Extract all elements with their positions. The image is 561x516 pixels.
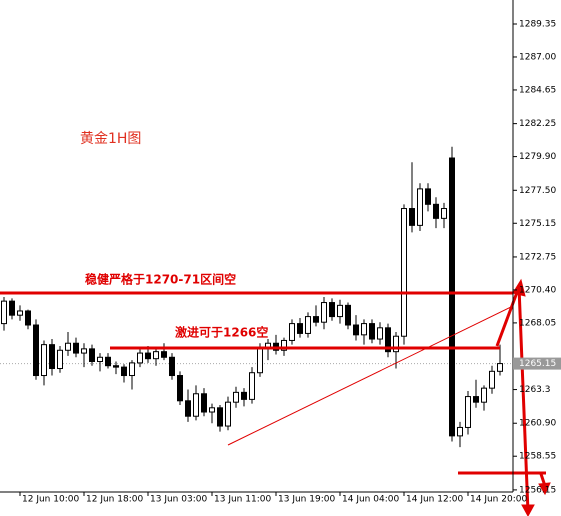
y-tick-label: 1289.35 xyxy=(519,19,556,29)
candle-body xyxy=(129,362,135,377)
y-tick-label: 1256.15 xyxy=(519,485,556,495)
candle-body xyxy=(385,327,391,353)
annotation: 稳健严格于1270-71区间空 xyxy=(85,272,236,287)
candle-body xyxy=(97,356,103,362)
candle-body xyxy=(201,393,207,413)
trend-line xyxy=(227,305,514,446)
candle-body xyxy=(41,344,47,377)
candle-body xyxy=(81,348,87,354)
y-tick-label: 1270.40 xyxy=(519,285,556,295)
candle-body xyxy=(33,324,39,377)
candle-body xyxy=(73,342,79,354)
candle-body xyxy=(377,327,383,340)
y-tick-label: 1279.90 xyxy=(519,152,556,162)
candle-body xyxy=(425,188,431,205)
candle-body xyxy=(345,304,351,326)
candle-body xyxy=(121,366,127,377)
candle-body xyxy=(25,310,31,326)
candle-body xyxy=(361,323,367,336)
candle-body xyxy=(169,356,175,377)
candle-body xyxy=(313,316,319,323)
x-tick-label: 14 Jun 12:00 xyxy=(406,495,463,505)
candle-body xyxy=(137,352,143,364)
x-tick-label: 13 Jun 19:00 xyxy=(278,495,335,505)
candle-body xyxy=(105,356,111,367)
candle-body xyxy=(441,208,447,219)
candle-body xyxy=(57,349,63,370)
x-tick-label: 13 Jun 03:00 xyxy=(150,495,207,505)
candle-body xyxy=(257,348,263,374)
x-tick-label: 12 Jun 10:00 xyxy=(22,495,79,505)
candle-body xyxy=(457,426,463,437)
y-tick-label: 1258.55 xyxy=(519,452,556,462)
plot xyxy=(0,146,513,448)
candle-body xyxy=(249,372,255,400)
y-tick-label: 1268.05 xyxy=(519,318,556,328)
arrow-head xyxy=(538,482,551,496)
candle-body xyxy=(297,323,303,334)
candle-body xyxy=(321,302,327,323)
y-tick-label: 1277.50 xyxy=(519,186,556,196)
y-tick-label: 1287.00 xyxy=(519,52,556,62)
candle-body xyxy=(233,391,239,403)
candle-body xyxy=(465,396,471,428)
candle-body xyxy=(473,396,479,403)
candle-body xyxy=(481,387,487,403)
annotation: 激进可于1266空 xyxy=(175,325,268,340)
y-tick-label: 1260.90 xyxy=(519,419,556,429)
candle-body xyxy=(449,157,455,437)
candle-body xyxy=(409,208,415,226)
candle-body xyxy=(65,342,71,351)
candle-body xyxy=(49,344,55,370)
candle-body xyxy=(489,370,495,389)
candle-body xyxy=(401,208,407,337)
y-tick-label: 1263.3 xyxy=(519,385,551,395)
x-tick-label: 14 Jun 20:00 xyxy=(470,495,527,505)
candle-body xyxy=(417,188,423,226)
candle-body xyxy=(209,407,215,413)
chart-title: 黄金1H图 xyxy=(80,130,141,147)
candle-body xyxy=(337,304,343,318)
y-tick-label: 1282.25 xyxy=(519,119,556,129)
candle-body xyxy=(225,401,231,427)
y-tick-label: 1284.65 xyxy=(519,85,556,95)
candle-body xyxy=(161,351,167,358)
candle-body xyxy=(89,348,95,362)
candle-body xyxy=(193,393,199,417)
candle-body xyxy=(497,363,503,372)
x-tick-label: 12 Jun 18:00 xyxy=(86,495,143,505)
candle-body xyxy=(185,400,191,417)
candle-body xyxy=(433,203,439,219)
candle-body xyxy=(177,375,183,402)
annotation-shapes xyxy=(0,278,551,516)
candle-body xyxy=(17,310,23,316)
candle-body xyxy=(113,365,119,368)
price-label: 1265.15 xyxy=(519,359,556,369)
x-tick-label: 13 Jun 11:00 xyxy=(214,495,271,505)
x-tick-label: 14 Jun 04:00 xyxy=(342,495,399,505)
candle-body xyxy=(9,300,15,316)
candle-body xyxy=(369,323,375,340)
candle-body xyxy=(241,391,247,400)
candle-body xyxy=(217,407,223,427)
y-tick-label: 1272.75 xyxy=(519,252,556,262)
candle-body xyxy=(329,302,335,318)
candle-body xyxy=(1,300,7,325)
arrow-head xyxy=(512,278,526,297)
candle-body xyxy=(289,323,295,341)
price-label-bg xyxy=(513,357,561,370)
candle-body xyxy=(281,339,287,351)
candle-body xyxy=(305,316,311,334)
candle-body xyxy=(393,335,399,353)
candle-body xyxy=(145,352,151,360)
candle-body xyxy=(353,324,359,336)
y-tick-label: 1275.15 xyxy=(519,219,556,229)
arrow-head xyxy=(521,504,535,516)
candle-body xyxy=(153,351,159,360)
